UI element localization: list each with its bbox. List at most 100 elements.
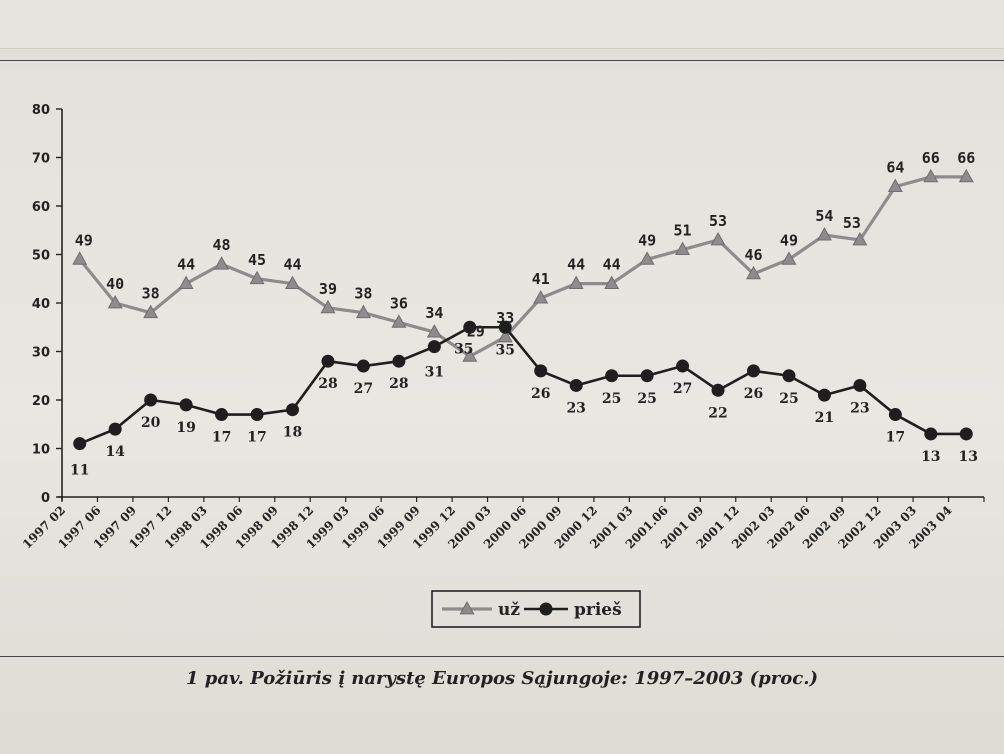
pries-data-label: 25 (637, 391, 656, 407)
pries-data-label: 14 (105, 444, 125, 460)
y-tick-label: 80 (32, 103, 50, 118)
pries-data-label: 22 (708, 405, 727, 421)
uz-point (320, 299, 336, 314)
y-tick-label: 50 (32, 249, 50, 264)
uz-data-label: 49 (75, 231, 93, 249)
pries-point (605, 369, 619, 383)
uz-point (710, 231, 726, 246)
pries-data-label: 21 (815, 410, 834, 426)
pries-point (356, 359, 370, 373)
uz-point (604, 275, 620, 289)
series-line-pries (79, 325, 967, 445)
uz-point (675, 241, 691, 256)
pries-data-label: 20 (141, 415, 161, 431)
pries-data-label: 26 (531, 386, 550, 402)
uz-data-label: 49 (638, 231, 656, 249)
pries-point (179, 398, 193, 412)
uz-data-label: 46 (744, 246, 762, 264)
pries-data-label: 26 (744, 386, 763, 402)
legend-marker-pries (539, 602, 553, 616)
uz-point (355, 304, 371, 319)
pries-data-label: 27 (673, 381, 692, 397)
pries-data-label: 19 (176, 420, 195, 436)
chart-legend: už prieš (431, 590, 641, 628)
chart-frame: 0 10 20 30 40 50 60 70 80 1997 02 1997 06 1997 09 19… (0, 60, 1004, 657)
pries-data-label: 28 (389, 376, 408, 392)
pries-data-label: 17 (212, 430, 231, 446)
pries-point (888, 408, 902, 422)
pries-point (250, 408, 264, 422)
y-tick-label: 20 (32, 394, 50, 409)
pries-data-label: 25 (602, 391, 621, 407)
uz-data-label: 40 (106, 275, 124, 293)
uz-data-label: 66 (922, 149, 940, 167)
uz-point (143, 304, 159, 319)
uz-data-label: 66 (957, 149, 975, 167)
pries-data-label: 11 (70, 463, 89, 479)
y-tick-label: 60 (32, 200, 50, 215)
uz-data-label: 44 (283, 256, 301, 274)
uz-point (497, 328, 513, 343)
uz-data-label: 53 (843, 214, 861, 232)
pries-point (782, 369, 796, 383)
y-tick-label: 40 (32, 297, 50, 312)
uz-point (391, 314, 407, 328)
legend-label-uz: už (498, 600, 520, 620)
pries-data-label: 23 (566, 400, 585, 416)
pries-point (215, 408, 229, 422)
uz-data-label: 44 (567, 256, 585, 274)
figure-caption: 1 pav. Požiūris į narystę Europos Sąjung… (185, 668, 818, 689)
uz-data-label: 33 (496, 309, 514, 327)
uz-point (107, 294, 123, 309)
uz-data-label: 41 (532, 270, 550, 288)
pries-point (427, 340, 441, 354)
uz-point (781, 251, 797, 265)
uz-data-label: 53 (709, 212, 727, 230)
uz-point (852, 231, 868, 246)
uz-data-label: 38 (142, 285, 160, 303)
chart-data-labels: 49 40 38 44 48 45 44 39 38 36 34 29 33 41 44 44 49 51 53 46… (70, 149, 978, 479)
uz-data-label: 54 (815, 207, 833, 225)
pries-data-label: 31 (425, 365, 444, 381)
uz-point (462, 348, 478, 362)
pries-point (959, 427, 973, 441)
uz-data-label: 38 (354, 285, 372, 303)
uz-data-label: 44 (603, 256, 621, 274)
uz-point (249, 270, 265, 285)
uz-data-label: 44 (177, 256, 195, 274)
pries-data-label: 17 (886, 430, 905, 446)
y-tick-label: 70 (32, 152, 50, 167)
uz-point (178, 275, 194, 289)
uz-data-label: 29 (467, 322, 485, 340)
uz-point (533, 290, 549, 304)
pries-point (924, 427, 938, 441)
pries-point (676, 359, 690, 373)
legend-label-pries: prieš (574, 600, 622, 620)
pries-point (747, 364, 760, 378)
y-tick-label: 30 (32, 346, 50, 361)
uz-point (568, 275, 584, 289)
chart-lines (72, 168, 974, 451)
pries-point (392, 354, 406, 368)
pries-point (817, 388, 831, 402)
uz-data-label: 49 (780, 231, 798, 249)
pries-data-label: 28 (318, 376, 337, 392)
uz-point (745, 265, 762, 280)
pries-data-label: 27 (354, 381, 373, 397)
uz-data-label: 48 (213, 236, 231, 254)
page-top-strip (0, 0, 1004, 49)
pries-point (498, 320, 512, 334)
pries-point (286, 403, 299, 417)
uz-point (284, 275, 301, 289)
pries-point (144, 393, 158, 407)
pries-data-label: 13 (959, 449, 978, 465)
legend-box (431, 590, 641, 628)
pries-point (640, 369, 654, 383)
pries-point (569, 378, 583, 392)
uz-data-label: 64 (886, 159, 904, 177)
pries-data-label: 35 (496, 342, 515, 358)
pries-point (108, 422, 122, 436)
uz-data-label: 51 (674, 222, 692, 240)
pries-data-label: 17 (247, 430, 266, 446)
